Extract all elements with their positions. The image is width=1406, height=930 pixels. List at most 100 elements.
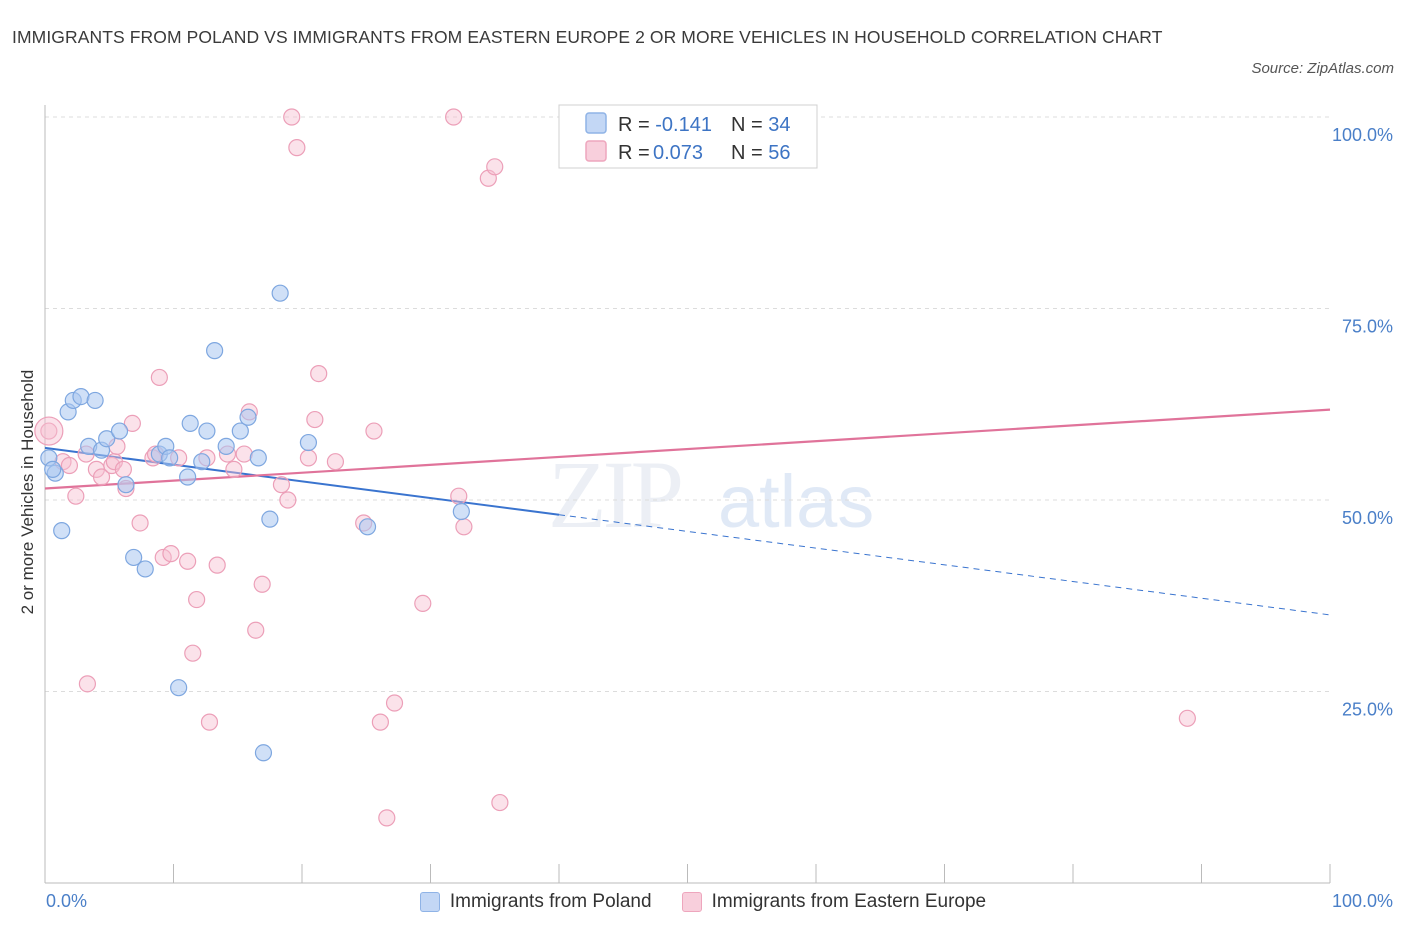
point-poland-12	[125, 548, 143, 567]
point-poland-22	[206, 342, 224, 360]
point-eastern-europe-46	[414, 594, 432, 613]
point-eastern-europe-45	[385, 694, 404, 712]
point-eastern-europe-7	[92, 468, 111, 486]
legend-label-poland: Immigrants from Poland	[449, 891, 652, 912]
legend-row-eastern-europe: R = 0.073 N = 56	[618, 142, 791, 164]
point-eastern-europe-49	[455, 518, 473, 536]
point-eastern-europe-34	[279, 491, 297, 509]
point-eastern-europe-17	[150, 368, 168, 387]
point-eastern-europe-39	[310, 365, 328, 383]
axes	[44, 105, 1331, 884]
watermark-atlas: atlas	[718, 460, 874, 543]
point-eastern-europe-14	[131, 514, 149, 532]
x-tick-label-min: 0.0%	[46, 891, 87, 911]
legend-swatch-poland	[419, 892, 440, 912]
y-tick-label-25: 25.0%	[1342, 700, 1393, 720]
x-tick-label-max: 100.0%	[1332, 891, 1393, 911]
point-eastern-europe-48	[450, 487, 468, 505]
point-eastern-europe-22	[184, 644, 202, 662]
point-eastern-europe-37	[299, 449, 318, 467]
point-eastern-europe-3	[67, 487, 85, 505]
data-points	[34, 108, 1196, 827]
point-poland-21	[198, 422, 216, 440]
watermark-zip: ZIP	[548, 441, 681, 548]
legend-item-eastern-europe: Immigrants from Eastern Europe	[681, 888, 987, 916]
gridlines	[45, 116, 1330, 692]
point-poland-27	[254, 744, 273, 762]
legend-label-eastern-europe: Immigrants from Eastern Europe	[711, 891, 987, 912]
point-poland-33	[44, 460, 62, 478]
point-eastern-europe-29	[235, 445, 253, 463]
point-poland-10	[110, 422, 129, 440]
chart-title: IMMIGRANTS FROM POLAND VS IMMIGRANTS FRO…	[12, 27, 1163, 47]
point-eastern-europe-38	[306, 410, 324, 429]
point-poland-7	[86, 391, 104, 410]
point-poland-16	[161, 449, 179, 467]
point-poland-32	[452, 502, 470, 521]
point-poland-18	[179, 468, 197, 486]
point-poland-24	[231, 422, 249, 440]
point-poland-26	[249, 449, 267, 467]
point-eastern-europe-35	[283, 108, 301, 126]
x-tick-labels: 0.0% 100.0%	[46, 891, 1393, 911]
point-poland-9	[98, 430, 116, 448]
y-tick-labels: 100.0% 75.0% 50.0% 25.0%	[1332, 125, 1393, 720]
point-eastern-europe-32	[253, 575, 271, 593]
legend-row-poland: R = -0.141 N = 34	[618, 114, 791, 136]
legend-n-value-poland: 34	[768, 114, 790, 136]
point-eastern-europe-11	[114, 460, 132, 478]
point-poland-13	[136, 560, 154, 578]
point-poland-23	[217, 437, 235, 455]
trend-lines	[44, 408, 1331, 616]
point-eastern-europe-13	[123, 414, 141, 432]
point-poland-29	[271, 284, 289, 302]
point-eastern-europe-44	[378, 809, 396, 827]
point-eastern-europe-25	[200, 713, 219, 731]
trend-line-poland	[44, 446, 560, 516]
y-axis-label: 2 or more Vehicles in Household	[18, 370, 37, 615]
point-poland-11	[117, 476, 135, 494]
point-poland-17	[170, 679, 188, 697]
point-poland-31	[358, 518, 377, 536]
y-tick-label-100: 100.0%	[1332, 125, 1393, 145]
point-eastern-europe-33	[272, 476, 291, 494]
point-eastern-europe-40	[326, 453, 345, 471]
point-eastern-europe-0	[40, 422, 58, 440]
watermark: ZIP atlas	[548, 441, 874, 548]
point-poland-2	[53, 522, 71, 540]
legend-r-value-eastern-europe: 0.073	[653, 142, 703, 164]
point-poland-20	[193, 453, 211, 471]
point-eastern-europe-52	[491, 793, 509, 812]
legend-r-value-poland: -0.141	[655, 114, 712, 136]
legend-swatch-eastern-europe	[681, 892, 702, 912]
legend-r-label: R =	[618, 114, 655, 136]
point-eastern-europe-28	[225, 460, 243, 478]
point-eastern-europe-23	[188, 590, 206, 609]
point-eastern-europe-cluster	[34, 416, 64, 446]
point-eastern-europe-26	[208, 556, 226, 574]
point-eastern-europe-19	[162, 545, 180, 563]
point-eastern-europe-47	[445, 108, 463, 126]
y-tick-label-50: 50.0%	[1342, 508, 1393, 528]
legend-item-poland: Immigrants from Poland	[419, 888, 652, 916]
point-poland-25	[239, 408, 257, 426]
y-tick-label-75: 75.0%	[1342, 317, 1393, 337]
legend-n-value-eastern-europe: 56	[768, 142, 790, 164]
point-eastern-europe-31	[247, 621, 265, 639]
trend-line-eastern-europe	[44, 408, 1331, 490]
legend-r-label: R =	[618, 142, 655, 164]
legend-swatch-eastern-europe	[585, 140, 607, 162]
point-eastern-europe-18	[154, 548, 172, 567]
trend-line-poland-extrapolated	[558, 514, 1331, 616]
legend-swatch-poland	[585, 112, 607, 134]
point-poland-5	[72, 387, 90, 406]
point-eastern-europe-54	[1178, 709, 1196, 727]
point-eastern-europe-21	[179, 552, 197, 570]
point-poland-28	[261, 510, 279, 528]
series-legend: Immigrants from Poland Immigrants from E…	[0, 888, 1406, 916]
legend-n-label: N =	[731, 114, 768, 136]
point-eastern-europe-51	[486, 158, 504, 176]
point-eastern-europe-42	[365, 422, 383, 440]
legend-n-label: N =	[731, 142, 768, 164]
